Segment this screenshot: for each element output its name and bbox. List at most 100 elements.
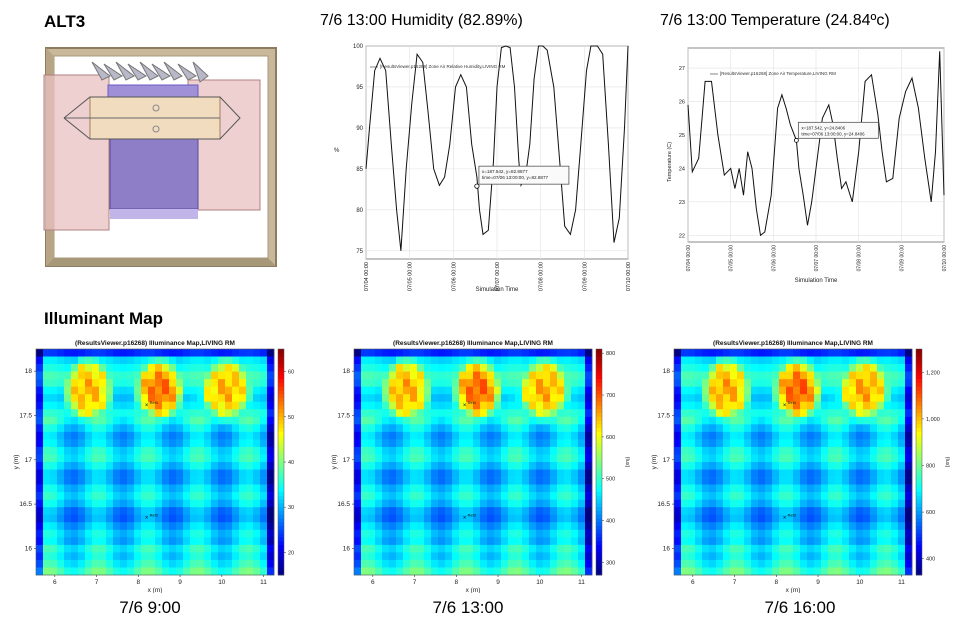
heatmap-cell xyxy=(134,424,142,433)
heatmap-cell xyxy=(267,484,275,493)
heatmap-cell xyxy=(36,507,44,516)
heatmap-cell xyxy=(751,469,759,478)
heatmap-cell xyxy=(438,401,446,410)
heatmap-cell xyxy=(92,529,100,538)
humidity-title: 7/6 13:00 Humidity (82.89%) xyxy=(320,12,523,29)
heatmap-cell xyxy=(751,537,759,546)
heatmap-cell xyxy=(438,356,446,365)
heatmap-cell xyxy=(709,394,717,403)
heatmap-cell xyxy=(267,386,275,395)
heatmap-cell xyxy=(260,394,268,403)
heatmap-cell xyxy=(585,356,593,365)
heatmap-cell xyxy=(480,567,488,576)
heatmap-cell xyxy=(688,529,696,538)
heatmap-cell xyxy=(403,349,411,357)
colorbar-step xyxy=(596,503,602,508)
heatmap-cell xyxy=(709,544,717,553)
heatmap-cell xyxy=(751,431,759,440)
heatmap-cell xyxy=(417,514,425,523)
colorbar xyxy=(916,349,922,576)
heatmap-cell xyxy=(480,537,488,546)
heatmap-cell xyxy=(842,424,850,433)
heatmap-cell xyxy=(849,522,857,531)
heatmap-cell xyxy=(529,356,537,365)
heatmap-cell xyxy=(877,507,885,516)
heatmap-cell xyxy=(36,552,44,561)
heatmap-cell xyxy=(141,522,149,531)
heatmap-cell xyxy=(898,424,906,433)
heatmap-cell xyxy=(737,567,745,576)
heatmap-cell xyxy=(870,431,878,440)
heatmap-cell xyxy=(723,431,731,440)
heatmap-cell xyxy=(898,484,906,493)
heatmap-cell xyxy=(50,446,58,455)
heatmap-cell xyxy=(120,484,128,493)
heatmap-cell xyxy=(36,567,44,576)
heatmap-cell xyxy=(218,552,226,561)
heatmap-cell xyxy=(772,544,780,553)
heatmap-cell xyxy=(891,484,899,493)
heatmap-cell xyxy=(120,544,128,553)
heatmap-cell xyxy=(898,522,906,531)
heatmap-cell xyxy=(169,394,177,403)
heatmap-cell xyxy=(709,522,717,531)
heatmap-cell xyxy=(737,507,745,516)
heatmap-cell xyxy=(501,439,509,448)
heatmap-cell xyxy=(508,529,516,538)
heatmap-cell xyxy=(106,552,114,561)
heatmap-cell xyxy=(772,364,780,372)
heatmap-cell xyxy=(723,507,731,516)
colorbar-step xyxy=(916,431,922,437)
heatmap-cell xyxy=(232,552,240,561)
heatmap-cell xyxy=(564,469,572,478)
heatmap-cell xyxy=(695,544,703,553)
heatmap-cell xyxy=(688,416,696,425)
heatmap-cell xyxy=(529,386,537,395)
heatmap-cell xyxy=(43,424,51,433)
heatmap-cell xyxy=(730,379,738,387)
heatmap-cell xyxy=(898,394,906,403)
heatmap-cell xyxy=(863,416,871,425)
heatmap-cell xyxy=(267,469,275,478)
colorbar-step xyxy=(916,386,922,391)
heatmap-cell xyxy=(800,537,808,546)
heatmap-cell xyxy=(751,349,759,357)
heatmap-cell xyxy=(550,522,558,531)
heatmap-cell xyxy=(730,364,738,372)
heatmap-cell xyxy=(260,559,268,568)
heatmap-cell xyxy=(176,401,184,410)
heatmap-cell xyxy=(905,469,913,478)
heatmap-cell xyxy=(246,462,254,470)
heatmap-cell xyxy=(239,409,247,418)
heatmap-cell xyxy=(211,507,219,516)
heatmap-cell xyxy=(835,537,843,546)
heatmap-cell xyxy=(127,484,135,493)
heatmap-cell xyxy=(417,522,425,531)
heatmap-cell xyxy=(585,364,593,372)
colorbar-step xyxy=(916,413,922,418)
heatmap-cell xyxy=(246,514,254,523)
heatmap-cell xyxy=(578,462,586,470)
heatmap-cell xyxy=(438,507,446,516)
heatmap-cell xyxy=(501,409,509,418)
heatmap-cell xyxy=(557,484,565,493)
heatmap-cell xyxy=(134,537,142,546)
heatmap-cell xyxy=(239,401,247,410)
heatmap-cell xyxy=(814,469,822,478)
heatmap-cell xyxy=(709,401,717,410)
heatmap-cell xyxy=(127,454,135,463)
heatmap-cell xyxy=(141,567,149,576)
heatmap-cell xyxy=(417,552,425,561)
heatmap-cell xyxy=(459,522,467,531)
heatmap-cell xyxy=(361,507,369,516)
heatmap-cell xyxy=(905,529,913,538)
heatmap-cell xyxy=(793,529,801,538)
colorbar-step xyxy=(278,364,284,369)
colorbar-step xyxy=(278,431,284,437)
heatmap-cell xyxy=(204,386,212,395)
heatmap-cell xyxy=(842,364,850,372)
heatmap-cell xyxy=(814,499,822,508)
colorbar-step xyxy=(596,571,602,576)
heatmap-cell xyxy=(368,514,376,523)
heatmap-cell xyxy=(863,401,871,410)
